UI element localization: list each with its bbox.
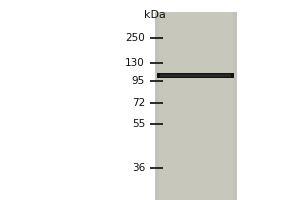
Text: 36: 36: [132, 163, 145, 173]
Text: kDa: kDa: [144, 10, 166, 20]
Bar: [159, 12, 233, 200]
Bar: [155, 12, 237, 200]
Text: 95: 95: [132, 76, 145, 86]
Text: 55: 55: [132, 119, 145, 129]
Text: 130: 130: [125, 58, 145, 68]
Bar: [160, 73, 231, 76]
Text: 72: 72: [132, 98, 145, 108]
Text: 250: 250: [125, 33, 145, 43]
Bar: [157, 72, 234, 77]
